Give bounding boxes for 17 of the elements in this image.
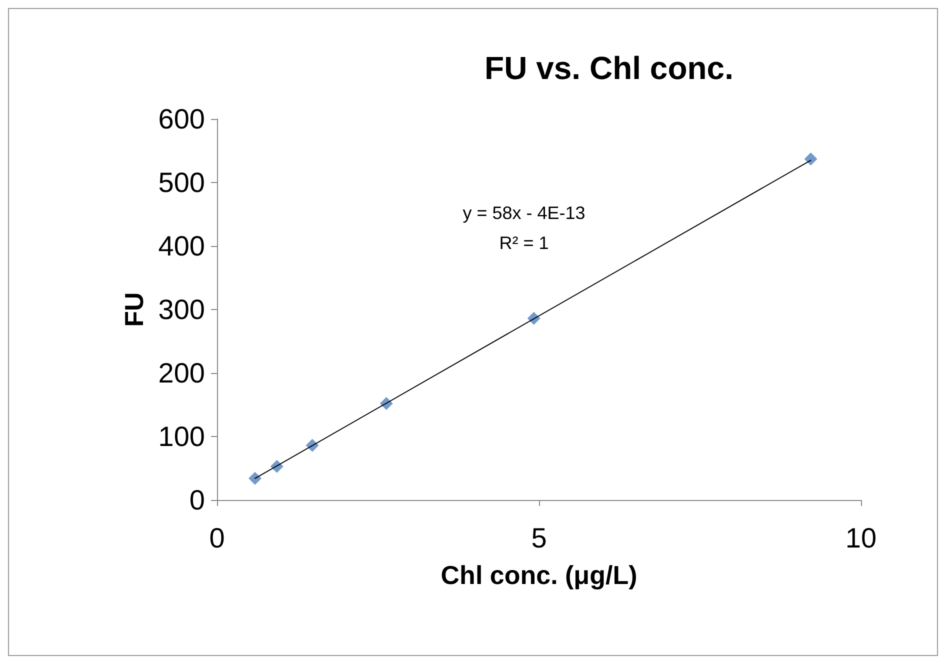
annotation: R² = 1 bbox=[499, 233, 549, 253]
point bbox=[248, 472, 262, 485]
x-axis-title: Chl conc. (μg/L) bbox=[440, 560, 638, 590]
y-tick-label: 400 bbox=[158, 230, 205, 262]
y-tick-label: 300 bbox=[158, 294, 205, 325]
x-tick-label: 0 bbox=[209, 522, 225, 554]
y-tick-label: 200 bbox=[158, 358, 205, 388]
chart-title: FU vs. Chl conc. bbox=[484, 50, 734, 86]
y-tick-label: 100 bbox=[158, 421, 205, 452]
y-tick-label: 500 bbox=[158, 167, 205, 198]
x-tick-label: 5 bbox=[531, 522, 547, 554]
y-axis-title: FU bbox=[119, 292, 149, 327]
y-tick-label: 0 bbox=[189, 484, 205, 516]
point bbox=[804, 152, 818, 166]
y-tick-label: 600 bbox=[158, 104, 205, 134]
x-tick-label: 10 bbox=[845, 522, 877, 554]
annotation: y = 58x - 4E-13 bbox=[462, 203, 586, 223]
